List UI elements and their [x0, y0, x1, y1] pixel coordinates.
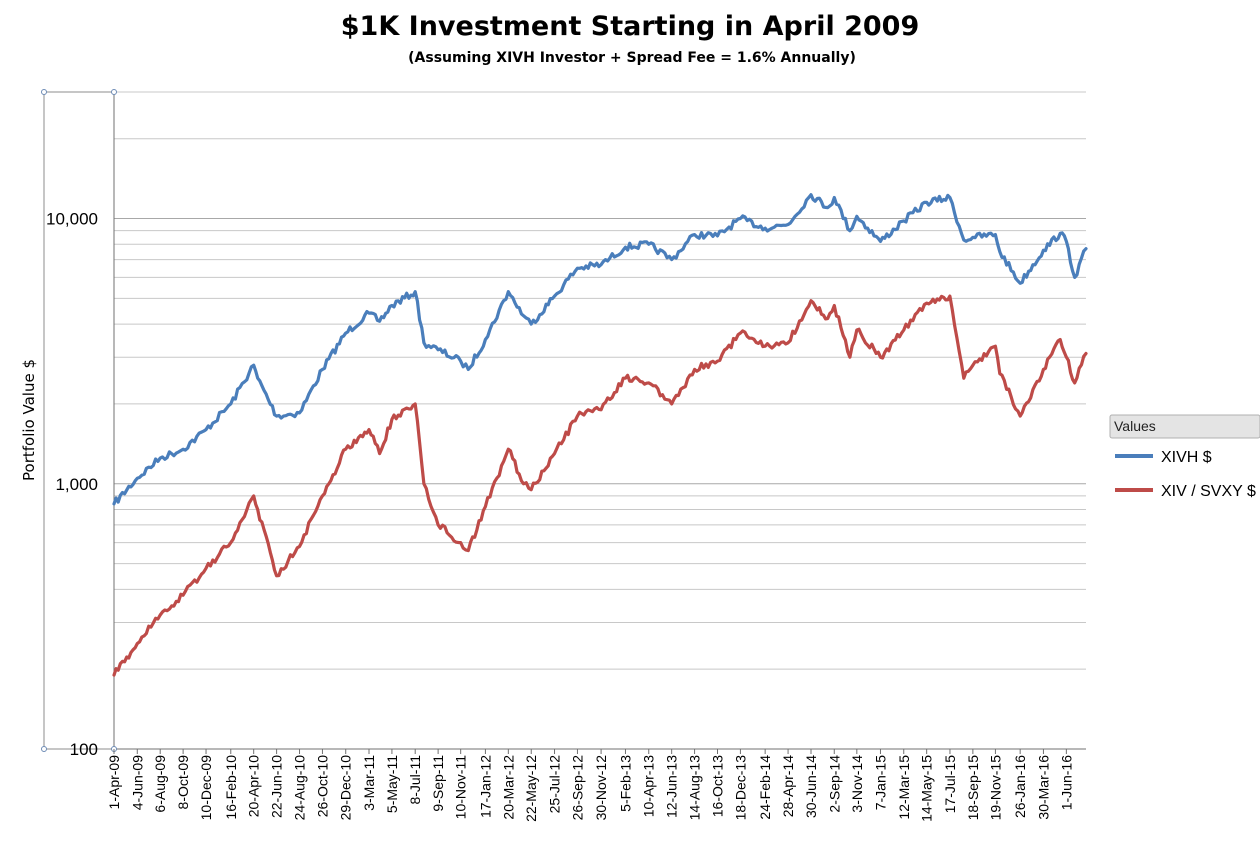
legend-title-box[interactable]	[1109, 414, 1260, 439]
x-tick-label: 22-Jun-10	[269, 755, 285, 818]
x-tick-label: 14-May-15	[919, 755, 935, 822]
plot-area-frame	[43, 91, 115, 750]
y-tick-label: 100	[70, 740, 98, 759]
x-tick-label: 16-Feb-10	[223, 755, 239, 820]
x-tick-label: 26-Oct-10	[314, 755, 330, 817]
x-tick-label: 3-Mar-11	[361, 755, 377, 811]
x-tick-label: 28-Apr-14	[780, 755, 796, 817]
x-tick-label: 12-Mar-15	[896, 755, 912, 820]
x-tick-label: 25-Jul-12	[547, 755, 563, 814]
chart-subtitle: (Assuming XIVH Investor + Spread Fee = 1…	[408, 50, 856, 66]
x-tick-label: 30-Mar-16	[1035, 755, 1051, 820]
x-tick-label: 18-Dec-13	[732, 755, 748, 821]
x-tick-labels: 1-Apr-09 4-Jun-09 6-Aug-09 8-Oct-09 10-Dec-0…	[106, 749, 1074, 822]
x-tick-label: 5-May-11	[384, 755, 400, 813]
series-line-0	[112, 193, 1088, 506]
legend: Values XIVH $ XIV / SVXY $	[1109, 414, 1260, 500]
legend-label-xiv-svxy: XIV / SVXY $	[1161, 483, 1256, 500]
x-tick-label: 29-Dec-10	[338, 755, 354, 821]
x-tick-label: 10-Nov-11	[453, 755, 469, 820]
x-tick-label: 20-Apr-10	[246, 755, 262, 817]
x-tick-label: 10-Apr-13	[641, 755, 657, 817]
x-tick-label: 2-Sep-14	[826, 755, 842, 813]
x-tick-label: 26-Jan-16	[1012, 755, 1028, 818]
y-tick-label: 10,000	[46, 210, 98, 229]
x-tick-label: 19-Nov-15	[987, 755, 1003, 821]
x-tick-label: 30-Jun-14	[803, 755, 819, 818]
x-tick-label: 24-Feb-14	[757, 755, 773, 820]
x-tick-label: 3-Nov-14	[849, 755, 865, 813]
x-tick-label: 10-Dec-09	[198, 755, 214, 821]
chart-title: $1K Investment Starting in April 2009	[341, 11, 920, 42]
x-tick-label: 7-Jan-15	[872, 755, 888, 810]
gridlines	[114, 91, 1086, 750]
x-tick-label: 5-Feb-13	[617, 755, 633, 812]
x-tick-label: 16-Oct-13	[709, 755, 725, 817]
x-tick-label: 1-Jun-16	[1058, 755, 1074, 810]
x-tick-label: 17-Jul-15	[942, 755, 958, 814]
x-tick-label: 30-Nov-12	[593, 755, 609, 821]
x-tick-label: 8-Oct-09	[175, 755, 191, 810]
series-line-1	[112, 294, 1088, 677]
x-tick-label: 18-Sep-15	[965, 755, 981, 821]
x-tick-label: 9-Sep-11	[430, 755, 446, 812]
x-tick-label: 1-Apr-09	[106, 755, 122, 810]
x-tick-label: 12-Jun-13	[664, 755, 680, 818]
legend-title: Values	[1114, 418, 1156, 434]
x-tick-label: 26-Sep-12	[569, 755, 585, 821]
x-tick-label: 4-Jun-09	[129, 755, 145, 810]
y-axis-title: Portfolio Value $	[20, 359, 38, 481]
x-tick-label: 20-Mar-12	[500, 755, 516, 820]
selection-handles	[41, 89, 117, 752]
x-tick-label: 22-May-12	[523, 755, 539, 822]
x-tick-label: 14-Aug-13	[687, 755, 703, 821]
x-tick-label: 8-Jul-11	[407, 755, 423, 805]
x-tick-label: 24-Aug-10	[292, 755, 308, 821]
y-tick-label: 1,000	[55, 475, 98, 494]
x-tick-label: 6-Aug-09	[152, 755, 168, 813]
y-tick-labels: 100 1,000 10,000	[46, 210, 98, 759]
legend-label-xivh: XIVH $	[1161, 449, 1212, 466]
x-tick-label: 17-Jan-12	[477, 755, 493, 818]
series-lines	[112, 193, 1088, 677]
